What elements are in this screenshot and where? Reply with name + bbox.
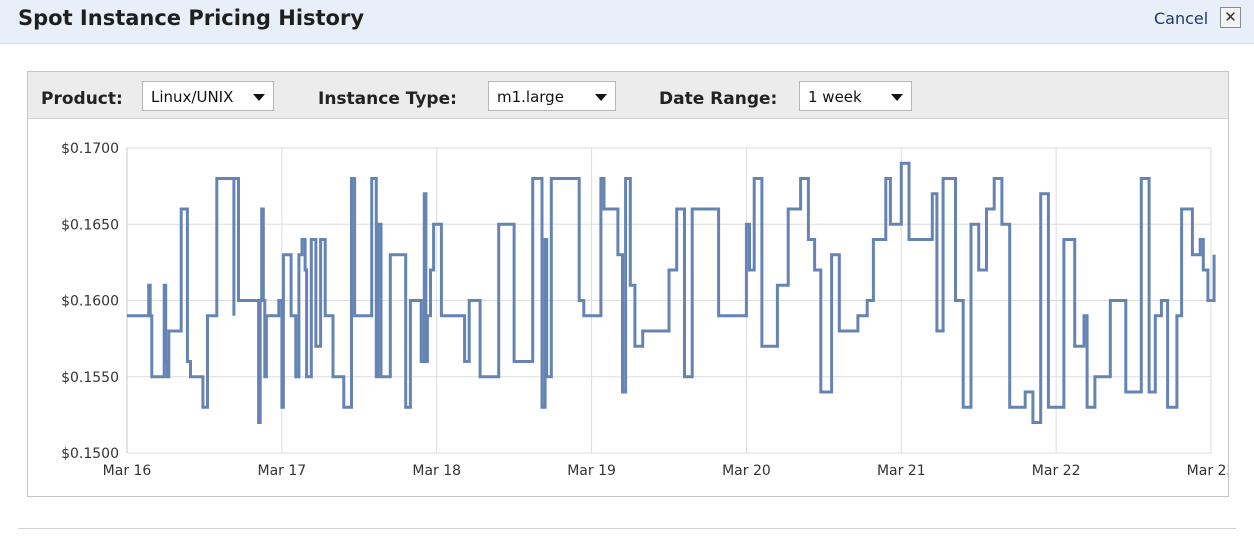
price-series-line [127,161,1216,424]
x-tick-label: Mar 23 [1187,463,1228,479]
page-title: Spot Instance Pricing History [18,6,365,30]
cancel-link[interactable]: Cancel [1154,9,1209,28]
filter-toolbar: Product: Linux/UNIX Instance Type: m1.la… [28,72,1228,119]
footer-divider [18,528,1236,529]
y-tick-label: $0.1600 [61,294,119,310]
x-tick-label: Mar 16 [103,463,152,479]
x-tick-label: Mar 22 [1032,463,1081,479]
date-range-label: Date Range: [659,89,778,109]
instance-type-label: Instance Type: [318,89,457,109]
x-tick-label: Mar 18 [412,463,461,479]
dialog-header: Spot Instance Pricing History Cancel ✕ [0,0,1254,44]
product-select[interactable]: Linux/UNIX [142,81,274,111]
product-select-value: Linux/UNIX [151,88,234,106]
x-tick-label: Mar 20 [722,463,771,479]
chevron-down-icon [253,94,265,101]
x-tick-label: Mar 19 [567,463,616,479]
chevron-down-icon [595,94,607,101]
instance-type-select[interactable]: m1.large [488,81,616,111]
x-tick-label: Mar 17 [258,463,307,479]
price-history-chart: $0.1500 $0.1550 $0.1600 $0.1650 $0.1700 Mar 1… [61,141,1228,479]
x-tick-label: Mar 21 [877,463,926,479]
y-tick-label: $0.1500 [61,446,119,462]
chart-panel: Product: Linux/UNIX Instance Type: m1.la… [27,71,1229,497]
y-tick-label: $0.1700 [61,141,119,157]
product-label: Product: [41,89,123,109]
y-tick-label: $0.1550 [61,370,119,386]
chevron-down-icon [891,94,903,101]
close-icon[interactable]: ✕ [1220,7,1241,28]
y-tick-label: $0.1650 [61,217,119,233]
date-range-select-value: 1 week [808,88,862,106]
date-range-select[interactable]: 1 week [799,81,912,111]
instance-type-select-value: m1.large [497,88,564,106]
